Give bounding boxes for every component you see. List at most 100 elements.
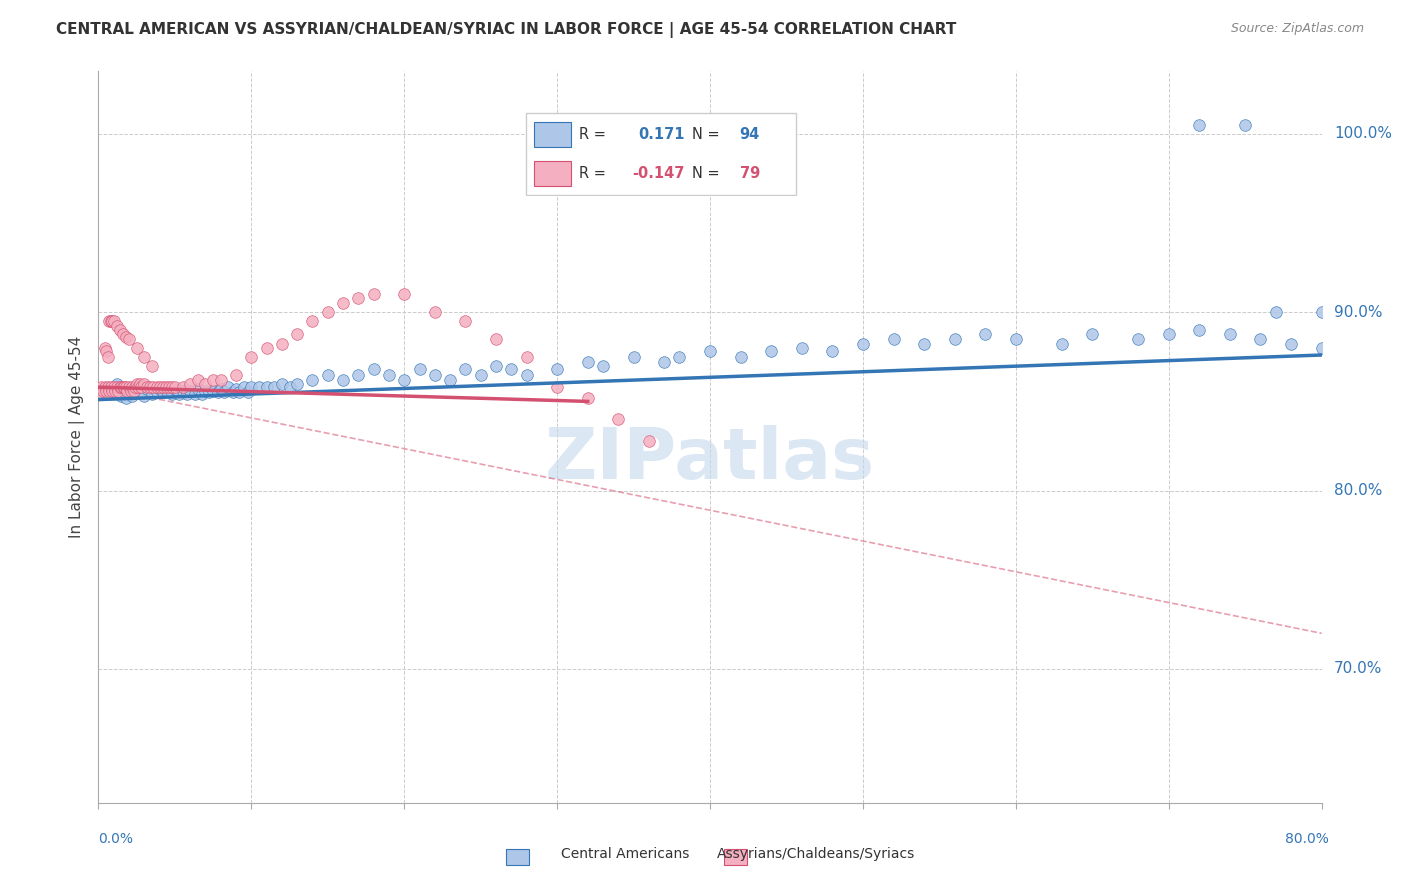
Point (105, 319, 128, 334)
Point (197, 385, 219, 400)
Point (285, 326, 308, 341)
Point (1050, 337, 1073, 351)
Point (191, 387, 214, 401)
Point (202, 373, 225, 387)
Point (169, 387, 191, 401)
Point (607, 412, 630, 426)
Point (194, 384, 217, 398)
Point (121, 389, 143, 403)
Point (118, 332, 141, 346)
Point (118, 385, 141, 400)
Point (94, 384, 117, 398)
Point (1264, 305, 1286, 319)
Point (217, 380, 239, 394)
Point (1279, 337, 1302, 351)
Point (332, 296, 354, 310)
Point (1386, 350, 1406, 364)
Point (100, 314, 122, 328)
Point (222, 385, 245, 400)
Text: 0.0%: 0.0% (98, 832, 134, 846)
Point (228, 385, 250, 400)
Point (112, 380, 135, 394)
Point (97, 380, 120, 394)
Point (212, 385, 235, 400)
Bar (534, 121, 571, 147)
Point (122, 384, 145, 398)
Point (125, 376, 148, 391)
Point (454, 362, 477, 376)
Point (104, 384, 127, 398)
Point (207, 385, 229, 400)
Text: R =: R = (579, 166, 606, 181)
Point (111, 380, 134, 394)
Point (98, 384, 121, 398)
Point (202, 384, 225, 398)
Point (730, 350, 752, 364)
Point (152, 385, 174, 400)
Point (145, 380, 167, 394)
Point (149, 380, 172, 394)
Point (141, 387, 163, 401)
Point (115, 391, 138, 405)
Point (103, 314, 125, 328)
Text: 70.0%: 70.0% (1334, 662, 1382, 676)
Point (1188, 323, 1211, 337)
Text: ZIPatlas: ZIPatlas (546, 425, 875, 493)
Point (485, 359, 508, 373)
Point (363, 362, 385, 376)
Point (912, 337, 935, 351)
Text: Central Americans: Central Americans (561, 847, 689, 861)
Point (125, 341, 148, 355)
Point (163, 382, 186, 396)
Text: Assyrians/Chaldeans/Syriacs: Assyrians/Chaldeans/Syriacs (717, 847, 915, 861)
Point (127, 380, 149, 394)
Point (125, 380, 148, 394)
Point (121, 380, 143, 394)
Text: 90.0%: 90.0% (1334, 305, 1382, 319)
Point (347, 368, 370, 382)
Point (1310, 341, 1333, 355)
Text: 0.171: 0.171 (638, 127, 685, 142)
Point (163, 380, 186, 394)
Point (278, 380, 301, 394)
Point (392, 287, 416, 301)
Point (101, 384, 124, 398)
Text: 100.0%: 100.0% (1334, 127, 1392, 141)
Point (516, 350, 538, 364)
Point (117, 384, 139, 398)
Point (142, 380, 165, 394)
Point (89, 385, 111, 400)
Point (232, 380, 254, 394)
Point (263, 380, 285, 394)
Point (194, 376, 217, 391)
Text: 79: 79 (740, 166, 759, 181)
Point (160, 380, 183, 394)
Point (974, 326, 997, 341)
Point (1081, 326, 1104, 341)
Point (149, 382, 172, 396)
Point (111, 326, 134, 341)
Point (240, 350, 263, 364)
Point (270, 337, 292, 351)
Point (90, 380, 112, 394)
Point (134, 389, 156, 403)
Point (115, 330, 138, 344)
FancyBboxPatch shape (526, 113, 796, 194)
Point (546, 380, 568, 394)
Point (108, 380, 131, 394)
Point (347, 291, 370, 305)
Point (699, 344, 721, 359)
Point (103, 380, 125, 394)
Point (94, 344, 117, 359)
Point (187, 373, 209, 387)
Text: CENTRAL AMERICAN VS ASSYRIAN/CHALDEAN/SYRIAC IN LABOR FORCE | AGE 45-54 CORRELAT: CENTRAL AMERICAN VS ASSYRIAN/CHALDEAN/SY… (56, 22, 956, 38)
Point (91, 384, 114, 398)
Point (118, 380, 141, 394)
Point (209, 373, 232, 387)
Point (238, 385, 260, 400)
Point (152, 380, 174, 394)
Point (256, 380, 278, 394)
Point (101, 314, 124, 328)
Text: N =: N = (692, 127, 720, 142)
Point (592, 359, 614, 373)
